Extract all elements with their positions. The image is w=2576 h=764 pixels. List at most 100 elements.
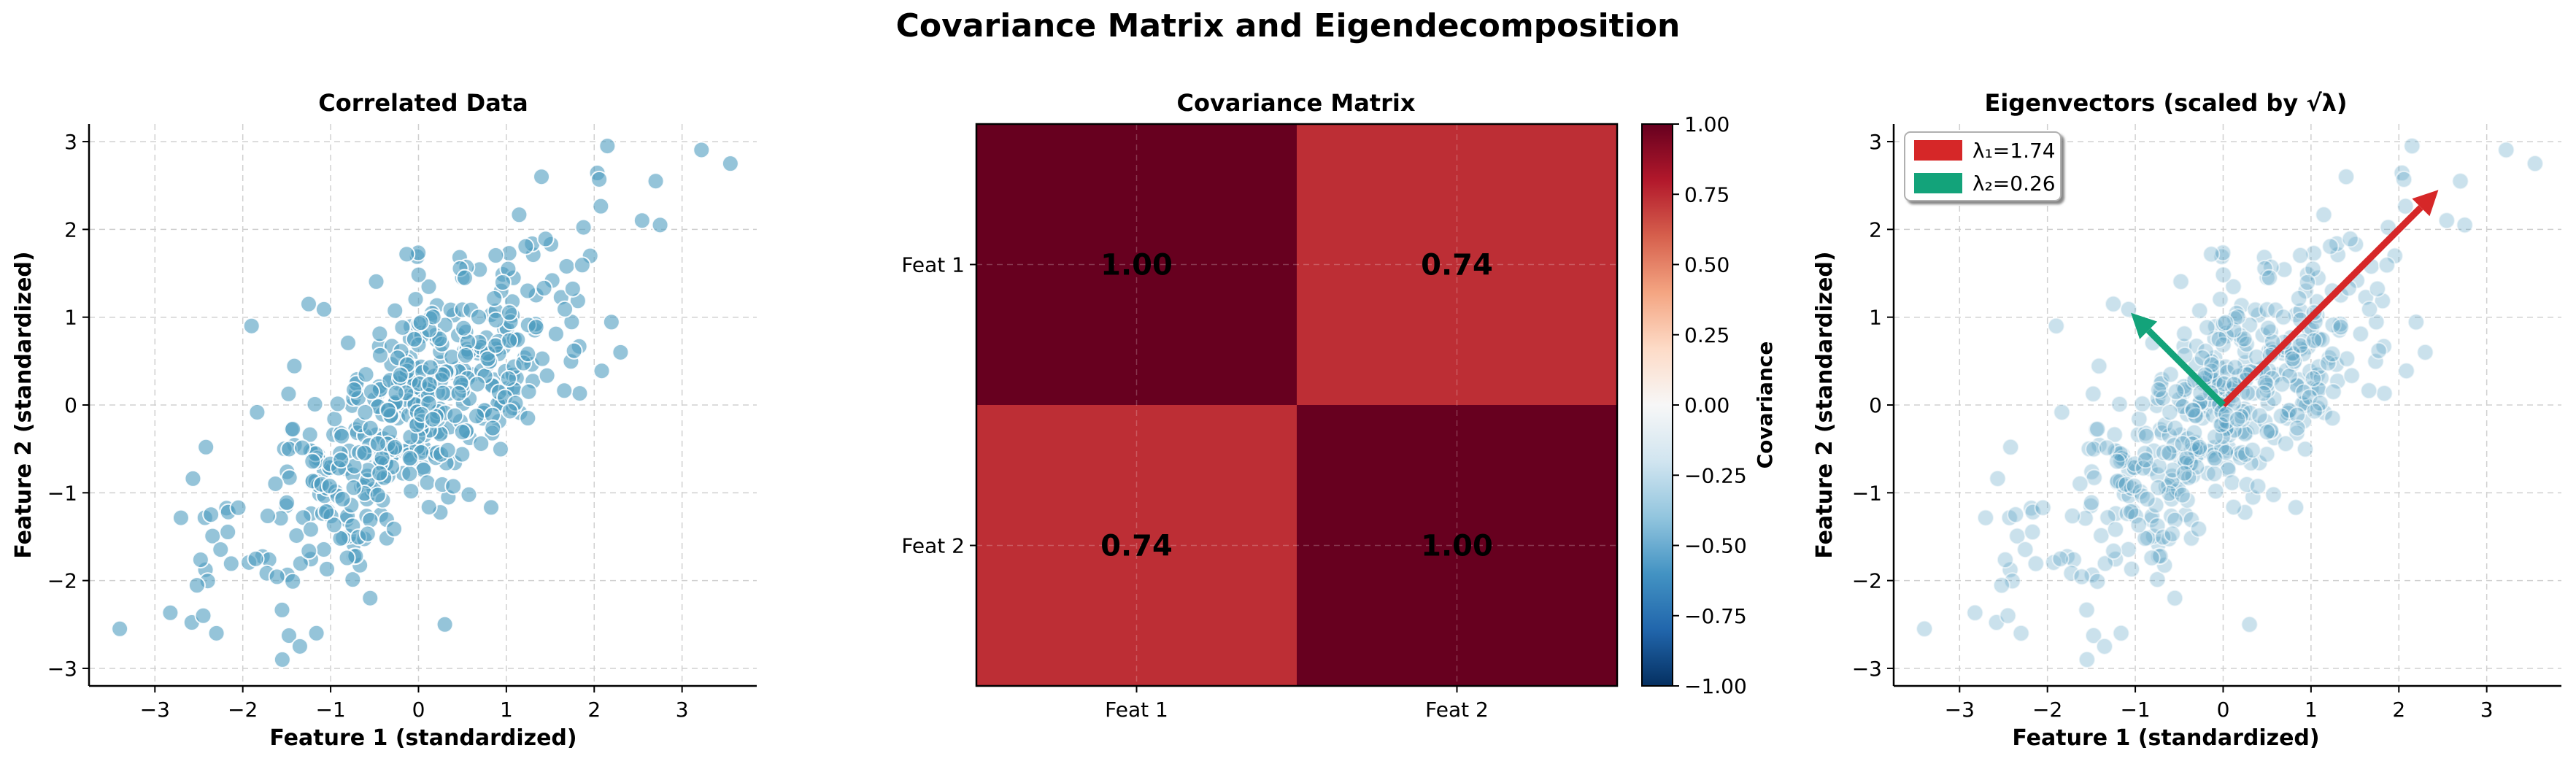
data-point: [2396, 197, 2415, 215]
data-point: [369, 486, 387, 504]
data-point: [2053, 403, 2071, 421]
data-point: [299, 295, 317, 313]
data-point: [2378, 256, 2396, 274]
data-point: [356, 403, 374, 421]
data-point: [2305, 402, 2324, 420]
data-point: [2027, 555, 2045, 573]
heatmap-panel: Covariance Matrix 1.00 0.74 0.74 1.00 Feat …: [901, 89, 1777, 722]
data-point: [2298, 274, 2316, 292]
heatmap-cell: [1297, 405, 1617, 686]
data-point: [401, 465, 419, 483]
data-point: [2125, 477, 2143, 495]
data-point: [499, 369, 517, 387]
data-point: [455, 269, 474, 287]
data-point: [2154, 528, 2172, 547]
heatmap-ticks: Feat 1 Feat 2 Feat 1 Feat 2: [901, 253, 1488, 722]
data-point: [2249, 477, 2267, 495]
data-point: [402, 482, 420, 501]
data-point: [317, 503, 336, 521]
data-point: [470, 308, 488, 326]
data-point: [2162, 366, 2180, 384]
heatmap-value-label: 0.74: [1421, 249, 1493, 282]
data-point: [519, 345, 537, 363]
y-tick-label: 3: [1869, 130, 1882, 154]
heatmap-y-tick-label: Feat 1: [901, 253, 965, 277]
data-point: [2296, 440, 2314, 458]
data-point: [558, 257, 576, 275]
data-point: [2173, 486, 2191, 504]
data-point: [207, 624, 225, 642]
data-point: [229, 498, 247, 517]
data-point: [2024, 523, 2042, 541]
data-point: [2361, 300, 2379, 318]
data-point: [2133, 395, 2151, 413]
data-point: [2016, 541, 2035, 559]
data-point: [450, 385, 468, 403]
data-point: [357, 366, 375, 384]
heatmap-value-label: 0.74: [1100, 530, 1173, 563]
data-point: [2214, 266, 2232, 284]
data-point: [2369, 342, 2388, 360]
data-point: [2337, 168, 2356, 186]
data-point: [2304, 369, 2322, 387]
data-point: [361, 419, 379, 437]
data-point: [2110, 395, 2129, 413]
data-point: [2078, 650, 2096, 668]
y-tick-label: −3: [47, 657, 77, 681]
scatter-axes: −3 −2 −1 0 1 2 3 −3 −2 −1 0 1 2 3: [47, 124, 757, 722]
data-point: [325, 410, 344, 428]
y-tick-label: 0: [64, 393, 77, 417]
data-point: [418, 474, 436, 492]
data-point: [2324, 382, 2342, 401]
data-point: [2084, 627, 2102, 645]
data-point: [420, 277, 438, 296]
data-point: [510, 206, 528, 224]
data-point: [188, 576, 206, 595]
heatmap-x-tick-label: Feat 2: [1425, 698, 1489, 722]
colorbar-tick-label: 1.00: [1684, 112, 1729, 136]
data-point: [2416, 343, 2434, 361]
data-point: [2283, 350, 2302, 368]
data-point: [212, 541, 230, 559]
x-tick-label: −3: [140, 698, 170, 722]
data-point: [2259, 319, 2278, 337]
data-point: [1992, 576, 2010, 595]
colorbar-tick-label: 0.75: [1684, 182, 1729, 207]
data-point: [406, 290, 425, 309]
data-point: [2240, 615, 2259, 633]
data-point: [2207, 482, 2225, 501]
data-point: [2078, 601, 2096, 619]
data-point: [2096, 555, 2114, 573]
x-tick-label: 2: [2392, 698, 2405, 722]
x-tick-label: −2: [2032, 698, 2062, 722]
data-point: [2305, 331, 2324, 350]
colorbar-tick-label: 0.50: [1684, 253, 1729, 277]
data-point: [2150, 381, 2168, 399]
data-point: [2324, 409, 2342, 428]
data-point: [2319, 354, 2337, 372]
data-point: [651, 216, 669, 234]
data-point: [633, 212, 651, 230]
data-point: [2277, 434, 2295, 452]
scatter-panel: Correlated Data −3 −2 −1 0 1 2 3 −3 −2 −1 0 1 2 3 Fea…: [11, 89, 757, 751]
y-tick-label: −2: [1852, 569, 1882, 593]
data-point: [555, 382, 574, 400]
colorbar-tick-label: 0.00: [1684, 393, 1729, 417]
data-point: [2160, 485, 2178, 503]
data-point: [307, 624, 325, 642]
data-point: [501, 304, 519, 322]
data-point: [517, 237, 535, 255]
heatmap-x-tick-label: Feat 1: [1105, 698, 1168, 722]
eigen-title: Eigenvectors (scaled by √λ): [1984, 89, 2347, 117]
data-point: [2123, 560, 2141, 578]
data-point: [2360, 382, 2378, 400]
data-point: [325, 516, 343, 534]
data-point: [590, 170, 609, 188]
data-point: [344, 571, 362, 589]
heatmap-title: Covariance Matrix: [1177, 89, 1416, 117]
y-tick-label: 1: [64, 306, 77, 330]
data-point: [409, 266, 428, 284]
data-point: [2172, 272, 2190, 290]
data-point: [556, 300, 574, 318]
data-point: [405, 330, 423, 348]
